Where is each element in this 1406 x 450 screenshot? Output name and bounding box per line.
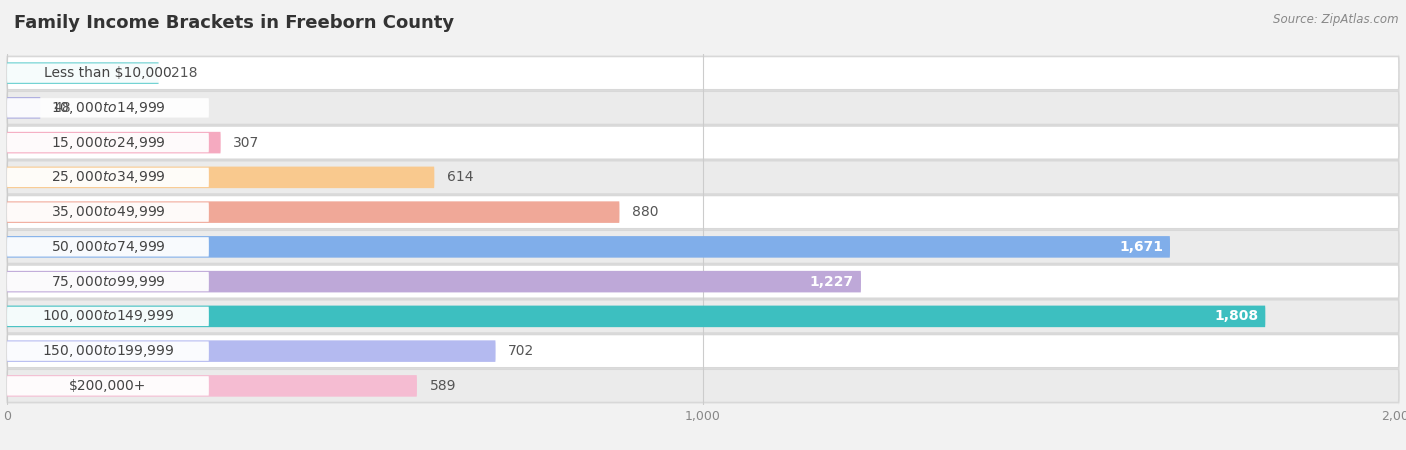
Text: Source: ZipAtlas.com: Source: ZipAtlas.com [1274,14,1399,27]
FancyBboxPatch shape [7,132,221,153]
Text: 307: 307 [233,135,260,149]
FancyBboxPatch shape [7,98,209,117]
Text: 880: 880 [633,205,658,219]
FancyBboxPatch shape [7,340,495,362]
FancyBboxPatch shape [7,63,159,84]
FancyBboxPatch shape [7,168,209,187]
Text: 48: 48 [53,101,70,115]
FancyBboxPatch shape [7,271,860,292]
FancyBboxPatch shape [7,63,209,83]
FancyBboxPatch shape [7,272,209,291]
Text: 702: 702 [508,344,534,358]
Text: $200,000+: $200,000+ [69,379,146,393]
Text: $10,000 to $14,999: $10,000 to $14,999 [51,100,166,116]
FancyBboxPatch shape [7,126,1399,159]
FancyBboxPatch shape [7,306,1265,327]
Text: $150,000 to $199,999: $150,000 to $199,999 [42,343,174,359]
FancyBboxPatch shape [7,236,1170,258]
FancyBboxPatch shape [7,237,209,256]
Text: $15,000 to $24,999: $15,000 to $24,999 [51,135,166,151]
Text: $25,000 to $34,999: $25,000 to $34,999 [51,169,166,185]
FancyBboxPatch shape [7,230,1399,264]
FancyBboxPatch shape [7,97,41,119]
FancyBboxPatch shape [7,133,209,152]
Text: 1,227: 1,227 [810,274,853,288]
Text: $50,000 to $74,999: $50,000 to $74,999 [51,239,166,255]
Text: Less than $10,000: Less than $10,000 [44,66,172,80]
FancyBboxPatch shape [7,334,1399,368]
Text: Family Income Brackets in Freeborn County: Family Income Brackets in Freeborn Count… [14,14,454,32]
FancyBboxPatch shape [7,300,1399,333]
Text: $35,000 to $49,999: $35,000 to $49,999 [51,204,166,220]
Text: 218: 218 [172,66,198,80]
Text: $100,000 to $149,999: $100,000 to $149,999 [42,308,174,324]
FancyBboxPatch shape [7,166,434,188]
FancyBboxPatch shape [7,369,1399,403]
Text: $75,000 to $99,999: $75,000 to $99,999 [51,274,166,290]
FancyBboxPatch shape [7,91,1399,125]
FancyBboxPatch shape [7,307,209,326]
Text: 614: 614 [447,171,474,184]
Text: 1,671: 1,671 [1119,240,1163,254]
FancyBboxPatch shape [7,56,1399,90]
FancyBboxPatch shape [7,201,620,223]
FancyBboxPatch shape [7,265,1399,298]
FancyBboxPatch shape [7,195,1399,229]
FancyBboxPatch shape [7,376,209,396]
FancyBboxPatch shape [7,375,418,396]
FancyBboxPatch shape [7,342,209,361]
Text: 1,808: 1,808 [1215,310,1258,324]
FancyBboxPatch shape [7,202,209,222]
Text: 589: 589 [429,379,456,393]
FancyBboxPatch shape [7,161,1399,194]
